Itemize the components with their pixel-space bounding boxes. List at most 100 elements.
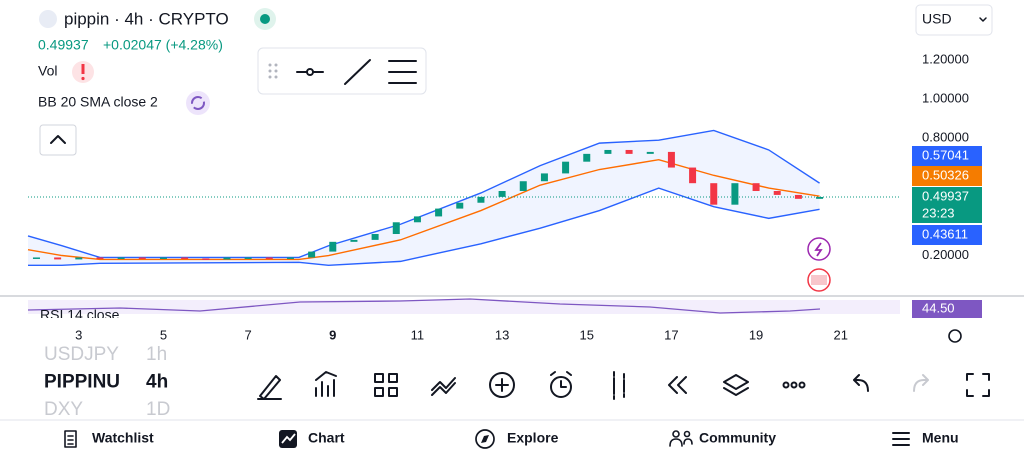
symbol-name[interactable]: PIPPINU — [44, 372, 120, 393]
bb-reload-icon — [191, 96, 205, 110]
flag-stripes — [811, 275, 827, 285]
indicator-bb[interactable]: BB 20 SMA close 2 — [38, 94, 158, 110]
tool-fullscreen[interactable] — [966, 373, 990, 397]
bb-basis — [27, 159, 820, 261]
nav-community-head2 — [683, 430, 691, 438]
candle-body — [498, 191, 506, 197]
candle-body — [202, 258, 210, 260]
candle-body — [477, 196, 485, 203]
x-tick-label: 3 — [75, 327, 82, 342]
candle-body — [308, 251, 316, 258]
price-label: 0.50326 — [922, 167, 969, 182]
price-label-box — [912, 146, 982, 166]
candle-body — [371, 234, 379, 240]
tool-indicators[interactable] — [315, 371, 337, 397]
bb-reload[interactable] — [186, 91, 210, 115]
collapse-icon — [50, 135, 66, 144]
currency-select[interactable] — [915, 4, 993, 36]
candle-body — [435, 208, 443, 217]
nav-community-head — [672, 430, 680, 438]
candle-body — [583, 153, 591, 162]
candle-body — [350, 239, 358, 242]
symbol-name[interactable]: DXY — [44, 399, 83, 420]
x-tick-label: 13 — [495, 327, 509, 342]
tool-redo[interactable] — [913, 374, 929, 392]
rsi-value-box — [912, 300, 982, 318]
y-tick-label: 0.20000 — [922, 247, 969, 262]
candle-body — [794, 194, 802, 199]
currency[interactable]: USD — [922, 11, 952, 27]
x-tick-label: 7 — [244, 327, 251, 342]
tool-draw[interactable] — [257, 375, 282, 400]
symbol-title[interactable]: pippin · 4h · CRYPTO — [64, 9, 229, 28]
collapse-button[interactable] — [39, 124, 77, 156]
nav-explore-icon — [475, 429, 495, 449]
price-label: 0.49937 — [922, 188, 969, 203]
rsi-value: 44.50 — [922, 300, 955, 315]
x-tick-label: 5 — [160, 327, 167, 342]
nav-explore[interactable]: Explore — [507, 430, 559, 446]
price-change: +0.02047 (+4.28%) — [103, 37, 223, 53]
tool-add[interactable] — [489, 372, 515, 398]
settings-gear[interactable] — [948, 329, 962, 343]
vol-warning-dot — [81, 76, 85, 81]
bb-lower — [28, 187, 820, 266]
symbol-logo[interactable] — [39, 10, 57, 28]
nav-menu-icon — [892, 432, 910, 446]
candle-body — [773, 191, 781, 195]
candle-body — [519, 181, 527, 192]
tool-trendline[interactable] — [344, 59, 371, 85]
tool-settings[interactable] — [388, 60, 417, 84]
tool-add-plus — [495, 378, 509, 392]
symbol-list: USDJPY 1h PIPPINU 4h DXY 1D — [44, 344, 170, 420]
tool-alert[interactable] — [550, 376, 572, 398]
candle-body — [689, 167, 697, 184]
currency-caret — [979, 17, 987, 22]
indicator-vol[interactable]: Vol — [38, 63, 57, 79]
rsi-line — [27, 298, 821, 314]
symbol-fade — [120, 370, 134, 398]
candle-body — [604, 149, 612, 154]
tool-compare[interactable] — [431, 377, 456, 396]
nav-community[interactable]: Community — [699, 430, 776, 446]
nav-chart[interactable]: Chart — [308, 430, 345, 446]
x-tick-label: 19 — [749, 327, 763, 342]
flash-bolt — [814, 242, 823, 257]
nav-watchlist-icon — [64, 430, 77, 448]
price-label: 0.43611 — [922, 226, 968, 241]
y-tick-label: 1.20000 — [922, 51, 969, 66]
toolbar-grip — [268, 63, 278, 79]
candle-body — [159, 257, 167, 259]
candle-body — [54, 257, 62, 260]
symbol-interval: 1D — [146, 399, 170, 420]
tool-more[interactable] — [782, 381, 806, 389]
tool-replay[interactable] — [668, 376, 687, 394]
x-tick-label: 11 — [411, 327, 425, 342]
tool-undo[interactable] — [853, 374, 869, 392]
candle-body — [562, 161, 570, 174]
candle-body — [752, 183, 760, 192]
candle-body — [667, 151, 675, 168]
symbol-name[interactable]: USDJPY — [44, 344, 119, 365]
candle-body — [286, 257, 294, 259]
tool-templates[interactable] — [374, 373, 398, 397]
candle-body — [138, 257, 146, 259]
pane-mask — [0, 318, 1024, 321]
last-price: 0.49937 — [38, 37, 89, 53]
nav-watchlist[interactable]: Watchlist — [92, 430, 154, 446]
symbol-interval: 4h — [146, 372, 168, 393]
tool-hline-dot — [306, 68, 314, 76]
tool-layers[interactable] — [723, 374, 749, 396]
price-label-box — [912, 187, 982, 223]
candle-body — [625, 149, 633, 154]
chart-area — [27, 129, 900, 292]
nav-community-icon — [669, 438, 693, 447]
nav-explore-needle — [481, 435, 489, 443]
tool-candles[interactable] — [613, 371, 625, 400]
candle-body — [710, 183, 718, 205]
candle-body — [540, 173, 548, 182]
candle-body — [96, 257, 104, 259]
nav-menu[interactable]: Menu — [922, 430, 959, 446]
candle-body — [329, 241, 337, 252]
chart-tools — [257, 371, 990, 400]
